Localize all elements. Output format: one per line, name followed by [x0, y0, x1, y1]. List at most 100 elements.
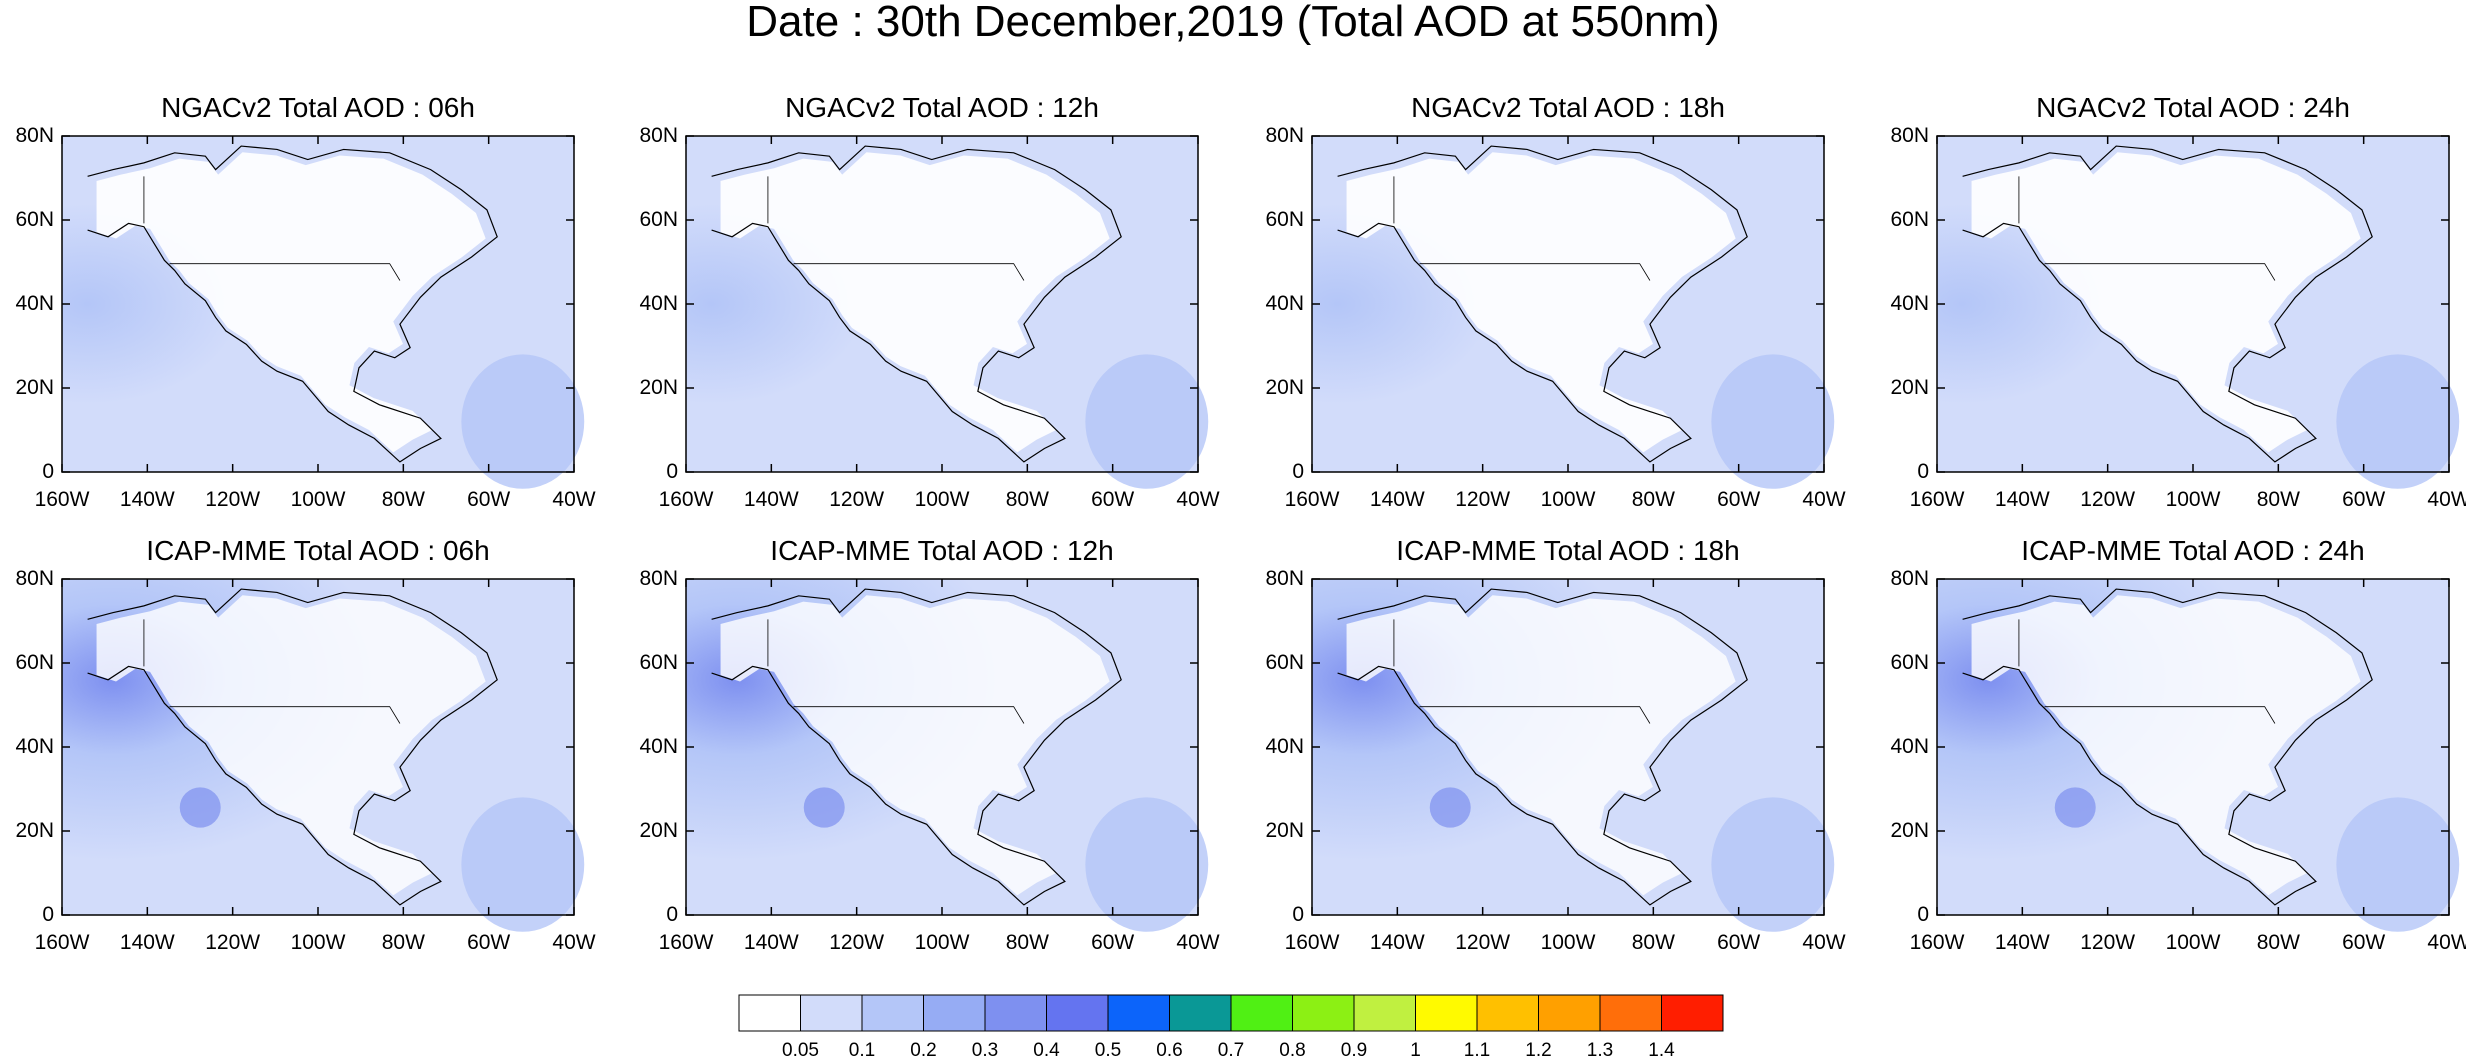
- x-tick-label: 40W: [1802, 488, 1846, 511]
- colorbar-label: 1.1: [1463, 1040, 1491, 1061]
- page-title: Date : 30th December,2019 (Total AOD at …: [746, 0, 1720, 46]
- x-tick-label: 100W: [914, 931, 970, 954]
- aod-plume: [461, 354, 585, 489]
- colorbar-swatch: [738, 994, 801, 1032]
- y-tick-label: 60N: [1890, 651, 1929, 674]
- aod-hotspot: [2054, 787, 2096, 828]
- y-tick-label: 0: [1292, 460, 1304, 483]
- y-tick-label: 0: [666, 460, 678, 483]
- y-tick-label: 60N: [1265, 208, 1304, 231]
- y-tick-label: 80N: [1265, 567, 1304, 590]
- x-tick-label: 100W: [2165, 931, 2221, 954]
- x-tick-label: 140W: [743, 931, 799, 954]
- panel-title: ICAP-MME Total AOD : 18h: [1396, 535, 1740, 566]
- colorbar-swatch: [1476, 994, 1539, 1032]
- x-tick-label: 80W: [381, 931, 425, 954]
- y-tick-label: 40N: [15, 735, 54, 758]
- y-tick-label: 80N: [639, 124, 678, 147]
- y-tick-label: 80N: [639, 567, 678, 590]
- coastline: [87, 588, 498, 906]
- x-tick-label: 120W: [1455, 931, 1511, 954]
- x-tick-label: 160W: [658, 488, 714, 511]
- x-tick-label: 160W: [1284, 931, 1340, 954]
- coastline: [1962, 588, 2373, 906]
- x-tick-label: 60W: [467, 488, 511, 511]
- x-tick-label: 140W: [1994, 488, 2050, 511]
- y-tick-label: 80N: [15, 124, 54, 147]
- x-tick-label: 160W: [34, 488, 90, 511]
- y-tick-label: 40N: [1265, 292, 1304, 315]
- colorbar-swatch: [1046, 994, 1109, 1032]
- colorbar-label: 0.05: [782, 1040, 819, 1061]
- colorbar-swatch: [800, 994, 863, 1032]
- y-tick-label: 0: [1917, 460, 1929, 483]
- y-tick-label: 80N: [1265, 124, 1304, 147]
- aod-plume: [2336, 797, 2460, 932]
- coastline: [711, 145, 1122, 463]
- x-tick-label: 40W: [1176, 488, 1220, 511]
- low-aod-region: [1971, 152, 2361, 453]
- panel-title: ICAP-MME Total AOD : 24h: [2021, 535, 2365, 566]
- y-tick-label: 20N: [639, 819, 678, 842]
- x-tick-label: 160W: [1909, 931, 1965, 954]
- colorbar-label: 1: [1410, 1040, 1421, 1061]
- x-tick-label: 140W: [1369, 488, 1425, 511]
- x-tick-label: 140W: [1994, 931, 2050, 954]
- x-tick-label: 140W: [119, 931, 175, 954]
- y-tick-label: 40N: [1890, 292, 1929, 315]
- x-tick-label: 100W: [1540, 488, 1596, 511]
- panel-title: ICAP-MME Total AOD : 06h: [146, 535, 490, 566]
- map-panel: [685, 135, 1209, 489]
- low-aod-region: [96, 152, 486, 453]
- y-tick-label: 0: [1917, 903, 1929, 926]
- x-tick-label: 160W: [1284, 488, 1340, 511]
- x-tick-label: 120W: [1455, 488, 1511, 511]
- coastline: [1962, 145, 2373, 463]
- aod-hotspot: [803, 787, 845, 828]
- map-panel: [1936, 578, 2460, 932]
- x-tick-label: 60W: [1717, 488, 1761, 511]
- y-tick-label: 0: [42, 460, 54, 483]
- x-tick-label: 80W: [1631, 931, 1675, 954]
- y-tick-label: 60N: [1265, 651, 1304, 674]
- low-aod-region: [1971, 595, 2361, 896]
- colorbar-swatch: [1353, 994, 1416, 1032]
- y-tick-label: 60N: [639, 208, 678, 231]
- coastline: [711, 588, 1122, 906]
- x-tick-label: 80W: [1631, 488, 1675, 511]
- colorbar-swatch: [1292, 994, 1355, 1032]
- colorbar-label: 0.9: [1340, 1040, 1368, 1061]
- border-line: [2044, 706, 2276, 724]
- border-line: [169, 706, 401, 724]
- colorbar-swatch: [1415, 994, 1478, 1032]
- x-tick-label: 60W: [1717, 931, 1761, 954]
- y-tick-label: 20N: [15, 376, 54, 399]
- colorbar-label: 0.3: [971, 1040, 999, 1061]
- x-tick-label: 100W: [290, 931, 346, 954]
- colorbar-swatch: [861, 994, 924, 1032]
- y-tick-label: 20N: [1265, 376, 1304, 399]
- y-tick-label: 0: [42, 903, 54, 926]
- aod-plume: [1085, 354, 1209, 489]
- colorbar-swatch: [1230, 994, 1293, 1032]
- y-tick-label: 0: [1292, 903, 1304, 926]
- y-tick-label: 20N: [1890, 819, 1929, 842]
- x-tick-label: 120W: [829, 931, 885, 954]
- aod-plume: [1085, 797, 1209, 932]
- panel-title: NGACv2 Total AOD : 18h: [1411, 92, 1725, 123]
- x-tick-label: 140W: [1369, 931, 1425, 954]
- y-tick-label: 40N: [1890, 735, 1929, 758]
- coastline: [1337, 145, 1748, 463]
- border-line: [169, 263, 401, 281]
- border-line: [1419, 706, 1651, 724]
- colorbar-label: 1.4: [1648, 1040, 1675, 1061]
- x-tick-label: 120W: [2080, 488, 2136, 511]
- aod-plume: [2336, 354, 2460, 489]
- border-line: [1419, 263, 1651, 281]
- colorbar-swatch: [1169, 994, 1232, 1032]
- x-tick-label: 120W: [829, 488, 885, 511]
- colorbar-label: 0.1: [848, 1040, 876, 1061]
- x-tick-label: 80W: [1005, 488, 1049, 511]
- low-aod-region: [1346, 152, 1736, 453]
- colorbar-label: 0.4: [1033, 1040, 1060, 1061]
